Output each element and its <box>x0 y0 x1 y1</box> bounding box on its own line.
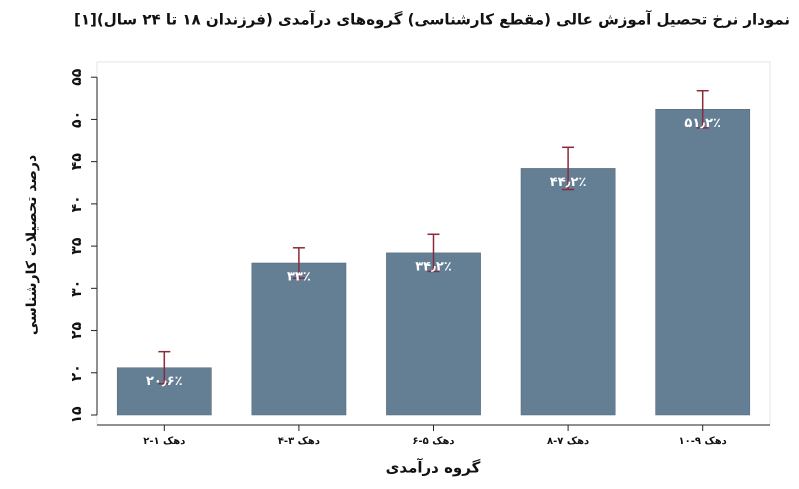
chart-title: نمودار نرخ تحصیل آموزش عالی (مقطع کارشنا… <box>74 11 790 29</box>
x-axis-label: گروه درآمدی <box>386 459 481 477</box>
bar <box>520 168 616 416</box>
y-tick-label: ۵۵ <box>69 68 85 86</box>
value-label: ۲۰٫۶٪ <box>146 374 183 389</box>
y-tick-label: ۵۰ <box>69 111 85 128</box>
x-tick-label: دهک ۵-۶ <box>412 436 454 447</box>
value-label: ۳۴٫۲٪ <box>415 259 452 274</box>
value-label: ۴۴٫۲٪ <box>550 175 587 190</box>
y-tick-label: ۱۵ <box>69 406 85 424</box>
y-axis-label: درصد تحصیلات کارشناسی <box>24 155 40 335</box>
y-tick-label: ۳۰ <box>69 280 85 297</box>
bar <box>655 109 751 416</box>
x-tick-label: دهک ۱-۲ <box>143 436 185 447</box>
bar <box>386 252 481 416</box>
x-tick-label: دهک ۹-۱۰ <box>679 436 727 447</box>
x-tick-label: دهک ۳-۴ <box>278 436 320 447</box>
bar <box>251 262 347 416</box>
y-tick-label: ۴۰ <box>69 195 85 212</box>
value-label: ۳۳٪ <box>287 269 311 284</box>
y-tick-label: ۴۵ <box>69 153 85 171</box>
y-tick-label: ۳۵ <box>69 237 85 255</box>
y-tick-label: ۲۵ <box>69 322 85 340</box>
x-tick-label: دهک ۷-۸ <box>547 436 589 447</box>
y-tick-label: ۲۰ <box>69 364 85 381</box>
value-label: ۵۱٫۲٪ <box>684 116 721 131</box>
